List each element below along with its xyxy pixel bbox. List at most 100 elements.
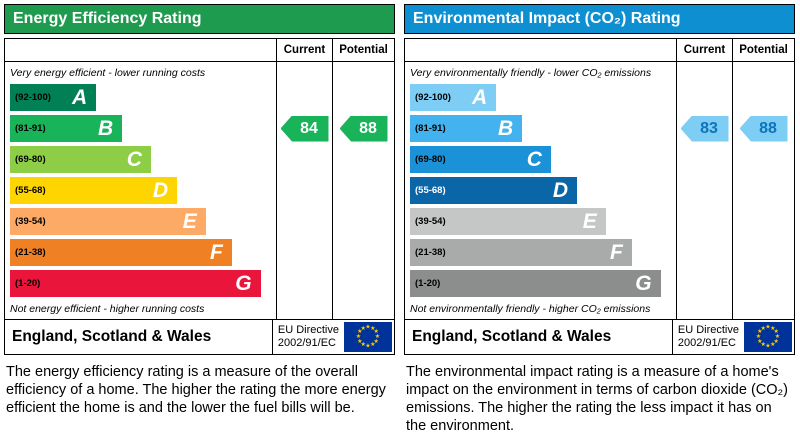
band-bar: (81-91) B: [410, 115, 523, 142]
svg-text:★: ★: [757, 338, 762, 345]
band-row-b: (81-91) B: [10, 115, 271, 142]
band-range: (1-20): [415, 278, 441, 289]
region-label: England, Scotland & Wales: [412, 328, 612, 345]
band-range: (39-54): [15, 216, 46, 227]
band-row-e: (39-54) E: [410, 208, 671, 235]
current-column: 83: [676, 62, 732, 319]
band-column: Very energy efficient - lower running co…: [5, 62, 276, 319]
band-letter: A: [471, 86, 488, 109]
band-bar: (1-20) G: [10, 270, 261, 297]
band-bar: (21-38) F: [10, 239, 232, 266]
band-bar: (39-54) E: [410, 208, 606, 235]
band-bar: (69-80) C: [410, 146, 551, 173]
eu-directive-line2: 2002/91/EC: [277, 337, 336, 349]
svg-text:★: ★: [774, 338, 779, 345]
environmental-panel-title: Environmental Impact (CO₂) Rating: [404, 4, 795, 34]
band-bar: (1-20) G: [410, 270, 661, 297]
current-rating-arrow: 84: [280, 115, 329, 142]
svg-text:★: ★: [361, 341, 366, 348]
column-header-row: Current Potential: [5, 39, 394, 62]
band-column: Very environmentally friendly - lower CO…: [405, 62, 676, 319]
eu-flag-icon: ★ ★★ ★★★ ★★★ ★★★: [344, 322, 392, 352]
band-bar: (39-54) E: [10, 208, 206, 235]
band-row-a: (92-100) A: [10, 84, 271, 111]
svg-text:★: ★: [365, 343, 370, 350]
band-range: (69-80): [15, 154, 46, 165]
band-row-d: (55-68) D: [410, 177, 671, 204]
svg-text:★: ★: [370, 325, 375, 332]
environmental-rating-chart: Current Potential Very environmentally f…: [404, 38, 795, 355]
current-rating-arrow: 83: [680, 115, 729, 142]
eu-directive-cell: EU Directive 2002/91/EC ★ ★ ★ ★ ★ ★ ★ ★ ★ ★ ★ ★: [271, 320, 394, 354]
bottom-note: Not energy efficient - higher running co…: [10, 302, 205, 315]
band-row-b: (81-91) B: [410, 115, 671, 142]
svg-text:★: ★: [770, 325, 775, 332]
svg-text:★: ★: [765, 324, 770, 331]
band-range: (21-38): [15, 247, 46, 258]
eu-directive-label: EU Directive 2002/91/EC: [673, 324, 744, 350]
eu-directive-cell: EU Directive 2002/91/EC ★ ★ ★ ★ ★ ★ ★ ★ ★ ★ ★ ★: [671, 320, 794, 354]
bottom-note: Not environmentally friendly - higher CO…: [410, 302, 651, 315]
potential-column: 88: [732, 62, 794, 319]
svg-text:★: ★: [374, 338, 379, 345]
chart-footer: England, Scotland & Wales EU Directive 2…: [5, 319, 394, 354]
svg-text:★: ★: [761, 325, 766, 332]
current-column-header: Current: [276, 39, 332, 61]
chart-body: Very energy efficient - lower running co…: [5, 62, 394, 319]
svg-text:★: ★: [774, 328, 779, 335]
epc-charts: Energy Efficiency Rating Current Potenti…: [4, 4, 795, 435]
band-row-c: (69-80) C: [10, 146, 271, 173]
environmental-impact-section: Environmental Impact (CO₂) Rating Curren…: [404, 4, 795, 435]
band-letter: G: [235, 272, 252, 295]
band-letter: A: [71, 86, 88, 109]
eu-directive-line1: EU Directive: [677, 324, 739, 336]
band-range: (55-68): [415, 185, 446, 196]
svg-text:★: ★: [756, 333, 761, 340]
band-bar: (55-68) D: [410, 177, 578, 204]
chart-body: Very environmentally friendly - lower CO…: [405, 62, 794, 319]
environmental-description: The environmental impact rating is a mea…: [406, 364, 788, 434]
band-letter: B: [98, 117, 114, 140]
header-spacer: [5, 39, 276, 61]
eu-flag-icon: ★ ★★ ★★★ ★★★ ★★★: [744, 322, 792, 352]
band-bar: (92-100) A: [410, 84, 497, 111]
band-range: (92-100): [15, 92, 51, 103]
eu-directive-label: EU Directive 2002/91/EC: [273, 324, 344, 350]
band-letter: F: [610, 241, 623, 264]
top-note: Very energy efficient - lower running co…: [10, 66, 206, 79]
potential-rating-arrow: 88: [339, 115, 388, 142]
band-range: (81-91): [415, 123, 446, 134]
band-letter: E: [582, 210, 597, 233]
svg-text:★: ★: [757, 328, 762, 335]
potential-column-header: Potential: [332, 39, 394, 61]
eu-directive-line2: 2002/91/EC: [677, 337, 736, 349]
band-range: (81-91): [15, 123, 46, 134]
band-letter: D: [152, 179, 169, 202]
band-letter: D: [552, 179, 569, 202]
band-range: (69-80): [415, 154, 446, 165]
band-bar: (81-91) B: [10, 115, 123, 142]
band-row-g: (1-20) G: [10, 270, 271, 297]
band-range: (92-100): [415, 92, 451, 103]
current-column-header: Current: [676, 39, 732, 61]
potential-column-header: Potential: [732, 39, 794, 61]
energy-description: The energy efficiency rating is a measur…: [6, 364, 386, 416]
energy-efficiency-section: Energy Efficiency Rating Current Potenti…: [4, 4, 395, 435]
band-bar: (69-80) C: [10, 146, 151, 173]
band-range: (39-54): [415, 216, 446, 227]
band-row-g: (1-20) G: [410, 270, 671, 297]
region-label: England, Scotland & Wales: [12, 328, 212, 345]
svg-text:★: ★: [765, 343, 770, 350]
potential-rating-arrow: 88: [739, 115, 788, 142]
svg-text:★: ★: [775, 333, 780, 340]
band-bar: (92-100) A: [10, 84, 97, 111]
band-bar: (55-68) D: [10, 177, 178, 204]
svg-text:★: ★: [365, 324, 370, 331]
band-letter: C: [126, 148, 142, 171]
svg-text:★: ★: [370, 341, 375, 348]
svg-text:★: ★: [375, 333, 380, 340]
svg-text:★: ★: [356, 333, 361, 340]
band-range: (21-38): [415, 247, 446, 258]
band-letter: G: [635, 272, 652, 295]
band-bar: (21-38) F: [410, 239, 632, 266]
